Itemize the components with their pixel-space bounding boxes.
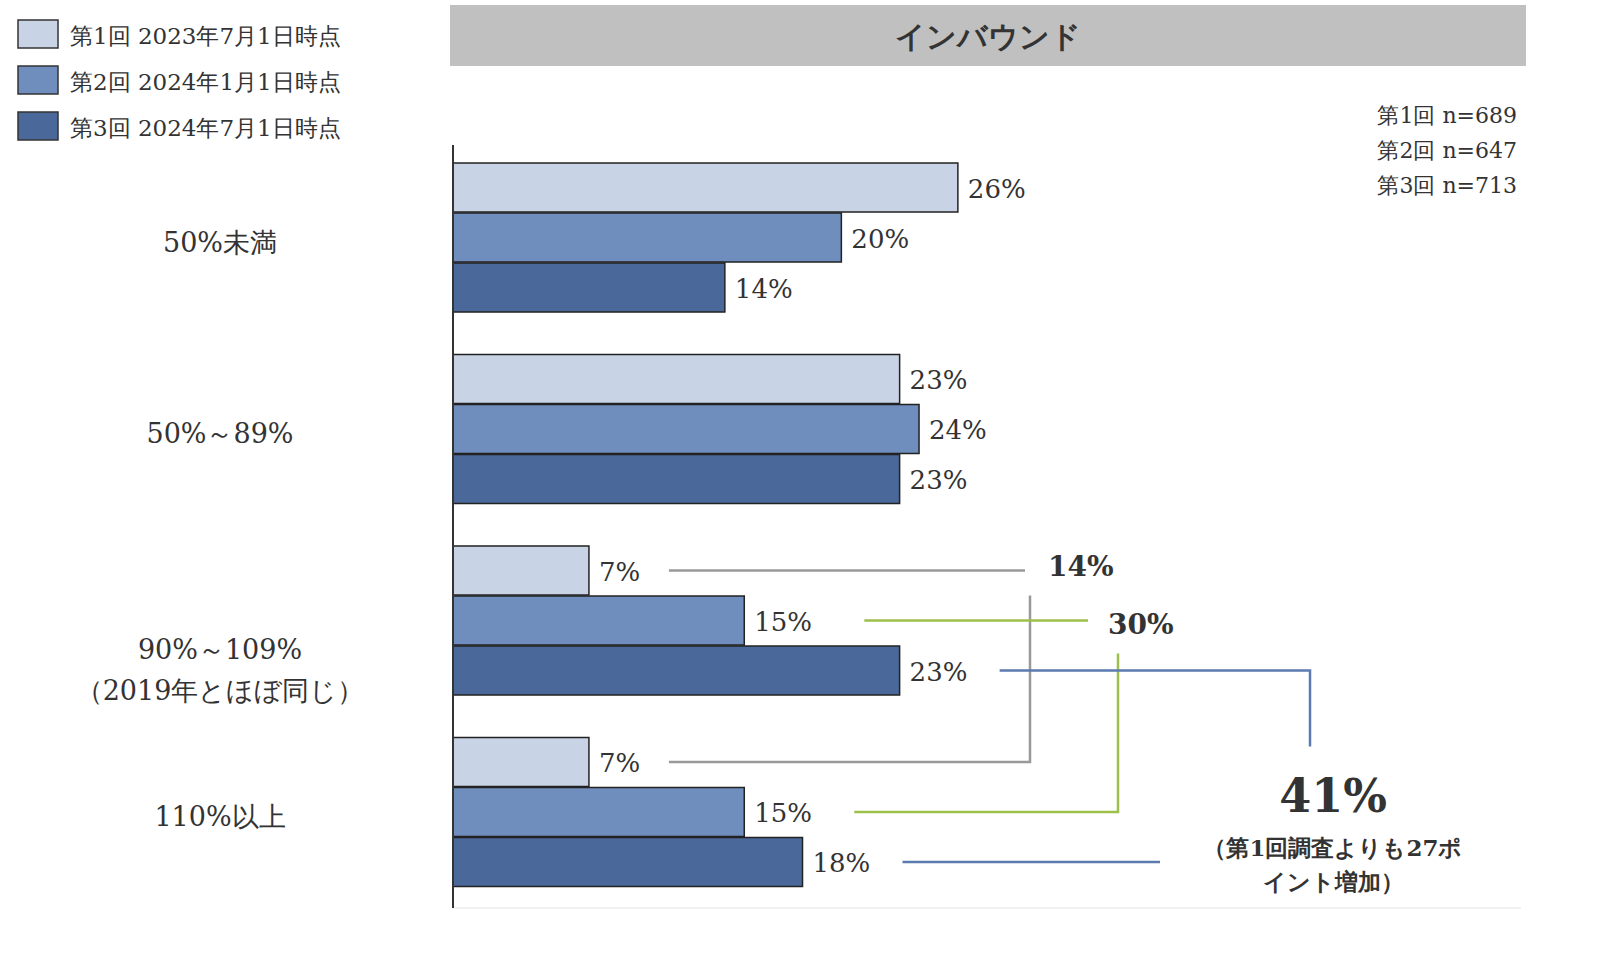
data-label: 7% — [599, 557, 640, 587]
bar — [453, 163, 958, 212]
data-label: 23% — [910, 365, 968, 395]
data-label: 15% — [754, 798, 812, 828]
legend-swatch — [18, 66, 58, 94]
legend-label: 第2回 2024年1月1日時点 — [70, 69, 341, 95]
annotation-note: （第1回調査よりも27ポイント増加） — [1203, 834, 1462, 895]
chart: インバウンド第1回 2023年7月1日時点第2回 2024年1月1日時点第3回 … — [0, 0, 1600, 954]
annotation-note-line: （第1回調査よりも27ポ — [1203, 834, 1462, 861]
data-label: 15% — [754, 607, 812, 637]
category-label-line: 90%～109% — [138, 634, 302, 665]
category-label: 50%未満 — [163, 227, 277, 258]
bar — [453, 788, 744, 837]
sample-size: 第2回 n=647 — [1377, 138, 1517, 163]
data-label: 18% — [813, 848, 871, 878]
sample-size: 第1回 n=689 — [1377, 103, 1517, 128]
title-banner — [450, 5, 1526, 66]
data-label: 23% — [910, 465, 968, 495]
category-label: 90%～109% （2019年とほぼ同じ） — [76, 634, 365, 706]
legend-label: 第3回 2024年7月1日時点 — [70, 115, 341, 141]
bar — [453, 263, 725, 312]
bar — [453, 455, 900, 504]
category-label-line: （2019年とほぼ同じ） — [76, 675, 365, 706]
legend-label: 第1回 2023年7月1日時点 — [70, 23, 341, 49]
sample-size: 第3回 n=713 — [1377, 173, 1517, 198]
bars — [453, 163, 958, 887]
annotation-connector — [669, 571, 1030, 763]
category-label: 50%～89% — [146, 418, 293, 449]
annotation: 14% — [1048, 550, 1114, 583]
bar — [453, 213, 841, 262]
x-axis-range — [453, 908, 1521, 909]
category-label: 110%以上 — [154, 801, 285, 832]
legend-swatch — [18, 20, 58, 48]
bar — [453, 355, 900, 404]
bar — [453, 405, 919, 454]
data-label: 26% — [968, 174, 1026, 204]
data-label: 23% — [910, 657, 968, 687]
annotation-connector — [854, 621, 1118, 813]
bar — [453, 838, 803, 887]
data-label: 20% — [851, 224, 909, 254]
data-label: 7% — [599, 748, 640, 778]
annotation: 30% — [1108, 608, 1174, 641]
bar — [453, 738, 589, 787]
data-label: 14% — [735, 274, 793, 304]
data-label: 24% — [929, 415, 987, 445]
bar — [453, 646, 900, 695]
legend-swatch — [18, 112, 58, 140]
annotation-note-line: イント増加） — [1263, 868, 1404, 895]
y-axis — [452, 145, 454, 908]
bar — [453, 596, 744, 645]
annotation: 41% — [1279, 769, 1387, 823]
bar — [453, 546, 589, 595]
title: インバウンド — [895, 19, 1081, 54]
